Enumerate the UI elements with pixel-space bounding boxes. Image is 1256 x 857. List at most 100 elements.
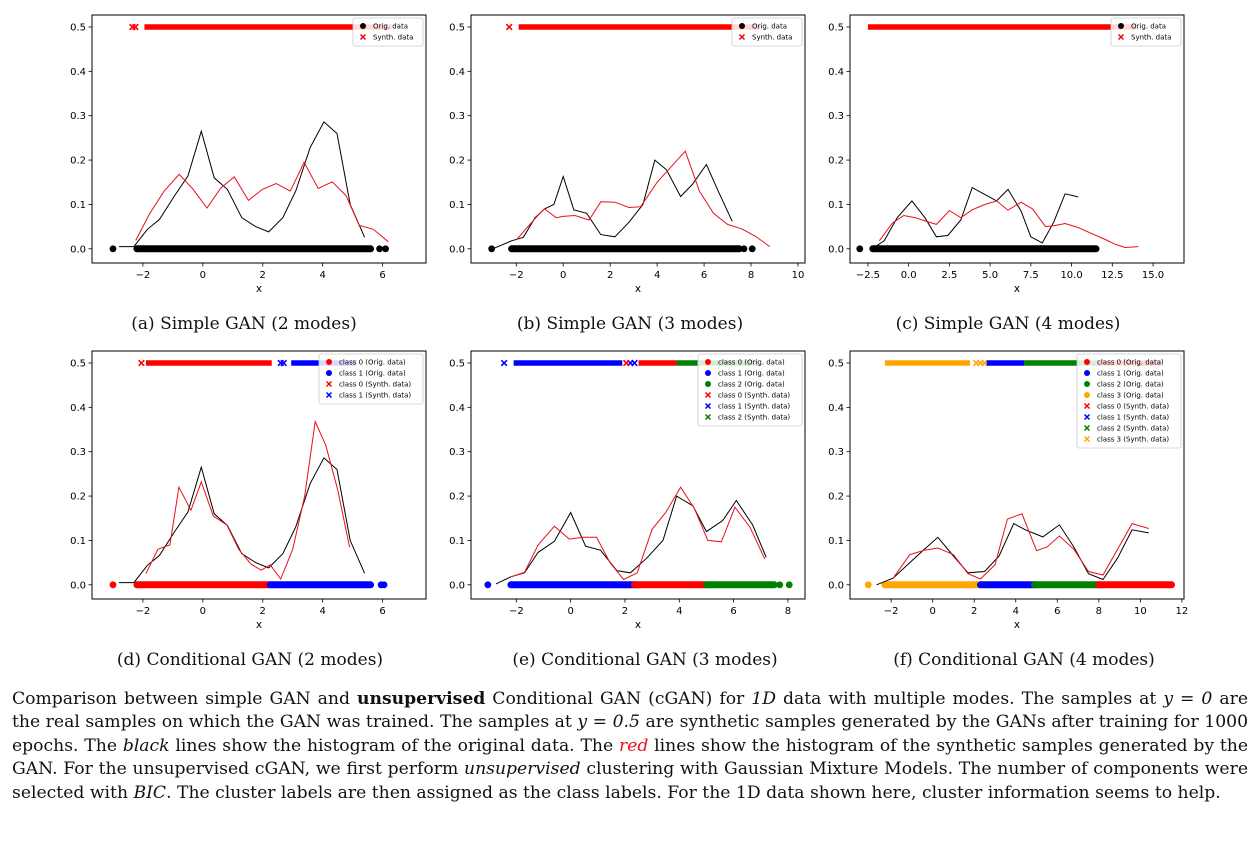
figure-panels: 0.0 0.1 0.2 0.3 0.4 0.5 −2 0 2 4 6 x Orig. data Synth… (70, 14, 1189, 631)
caption-bold-unsupervised: unsupervised (356, 689, 486, 709)
legend-box (318, 353, 424, 405)
plot-area (484, 359, 793, 589)
x-tick-label: 6 (379, 270, 385, 281)
legend-marker-cross (1117, 33, 1125, 41)
x-tick-label: 8 (748, 270, 754, 281)
x-tick-label: 12 (1176, 606, 1189, 617)
scatter-point-orig (109, 245, 117, 253)
legend-marker-circle (705, 370, 711, 376)
y-tick-label: 0.5 (828, 22, 844, 33)
legend-label: class 1 (Synth. data) (339, 392, 411, 400)
y-tick-label: 0.4 (70, 403, 86, 414)
orig-histogram-line (119, 121, 366, 248)
legend-marker-cross (704, 391, 712, 399)
y-tick-label: 0.0 (70, 580, 86, 591)
scatter-point-orig (864, 581, 872, 589)
scatter-point-orig (109, 581, 117, 589)
y-tick-label: 0.2 (449, 492, 465, 503)
scatter-point-orig (382, 245, 389, 253)
scatter-point-synth (631, 359, 638, 367)
legend-label: class 2 (Orig. data) (718, 381, 785, 389)
orig-histogram-line (871, 186, 1079, 250)
legend-label: Synth. data (1131, 34, 1171, 42)
caption-text: Comparison between simple GAN and (12, 689, 357, 709)
subplot-b: 0.0 0.1 0.2 0.3 0.4 0.5 −2 0 2 4 6 8 10 x Orig. data Sy… (449, 14, 806, 295)
x-tick-label: 2 (607, 270, 613, 281)
subplot-c: 0.0 0.1 0.2 0.3 0.4 0.5 −2.5 0.0 2.5 5.0 7.5 10.0 12… (828, 14, 1185, 295)
caption-italic-red: red (618, 735, 649, 756)
legend-label: class 1 (Orig. data) (1097, 370, 1164, 378)
x-tick-label: 2 (622, 606, 628, 617)
axes-frame (470, 14, 806, 264)
legend-label: Synth. data (373, 34, 413, 42)
legend-label: class 0 (Synth. data) (339, 381, 411, 389)
x-tick-label: 8 (1096, 606, 1102, 617)
orig-histogram-line (119, 457, 366, 584)
caption-math-1d: 1D (751, 689, 776, 709)
y-tick-label: 0.1 (449, 536, 465, 547)
caption-text: lines show the histogram of the original… (169, 735, 619, 756)
scatter-point-orig (785, 581, 793, 589)
legend: Orig. data Synth. data (731, 17, 803, 47)
legend-marker-cross (1083, 435, 1091, 443)
y-tick-label: 0.3 (70, 111, 86, 122)
legend-marker-cross (1083, 402, 1091, 410)
x-axis-label: x (256, 283, 262, 295)
x-tick-label: 12.5 (1101, 270, 1123, 281)
synth-histogram-line (510, 486, 766, 581)
y-tick-label: 0.3 (449, 447, 465, 458)
legend-label: class 1 (Orig. data) (339, 370, 406, 378)
y-tick-label: 0.3 (828, 447, 844, 458)
legend-label: Synth. data (752, 34, 792, 42)
legend-label: class 1 (Synth. data) (1097, 414, 1169, 422)
x-tick-label: −2 (509, 270, 524, 281)
subcaption-e: (e) Conditional GAN (3 modes) (512, 650, 778, 670)
legend-marker-circle (326, 370, 332, 376)
x-tick-label: 4 (319, 270, 325, 281)
x-tick-label: −2 (136, 270, 151, 281)
x-tick-label: 0 (200, 606, 206, 617)
subcaption-a: (a) Simple GAN (2 modes) (131, 314, 357, 334)
legend-label: class 0 (Orig. data) (1097, 359, 1164, 367)
axes-frame (91, 14, 427, 264)
caption-text: Conditional GAN (cGAN) for (485, 689, 752, 709)
legend-label: class 3 (Orig. data) (1097, 392, 1164, 400)
caption-math-y05: y = 0.5 (577, 712, 640, 733)
axes-frame (470, 350, 806, 600)
caption-text: lines show the histogram of the syntheti… (12, 735, 1248, 780)
orig-histogram-line (876, 522, 1149, 586)
y-tick-label: 0.5 (70, 22, 86, 33)
plot-area (109, 359, 388, 589)
legend-marker-circle (705, 359, 711, 365)
legend-label: class 2 (Synth. data) (718, 414, 790, 422)
legend-marker-circle (1084, 359, 1090, 365)
legend-marker-cross (1083, 424, 1091, 432)
x-tick-label: −2 (136, 606, 151, 617)
axes-frame (849, 350, 1185, 600)
legend-box (352, 17, 424, 47)
legend-marker-circle (1084, 392, 1090, 398)
x-tick-label: 15.0 (1142, 270, 1164, 281)
legend-label: Orig. data (373, 23, 408, 31)
legend-marker-circle (1084, 381, 1090, 387)
caption-text: clustering with Gaussian Mixture Models.… (12, 759, 1248, 803)
synth-histogram-line (878, 200, 1139, 249)
legend: class 0 (Orig. data) class 1 (Orig. data)… (318, 353, 424, 405)
scatter-point-orig (748, 245, 756, 253)
x-tick-label: 2 (971, 606, 977, 617)
plot-area (856, 24, 1139, 253)
y-tick-label: 0.2 (828, 156, 844, 167)
scatter-point-orig (380, 581, 388, 589)
legend-label: class 2 (Orig. data) (1097, 381, 1164, 389)
x-tick-label: −2.5 (856, 270, 880, 281)
scatter-point-synth (132, 23, 139, 31)
x-axis-label: x (1014, 619, 1020, 631)
y-tick-label: 0.0 (449, 244, 465, 255)
x-tick-label: 4 (1013, 606, 1019, 617)
x-tick-label: 6 (1054, 606, 1060, 617)
y-tick-label: 0.2 (449, 156, 465, 167)
subplot-a: 0.0 0.1 0.2 0.3 0.4 0.5 −2 0 2 4 6 x Orig. data Synth… (70, 14, 427, 295)
orig-histogram-line (495, 495, 767, 585)
y-tick-label: 0.5 (449, 358, 465, 369)
scatter-point-orig (740, 245, 748, 253)
